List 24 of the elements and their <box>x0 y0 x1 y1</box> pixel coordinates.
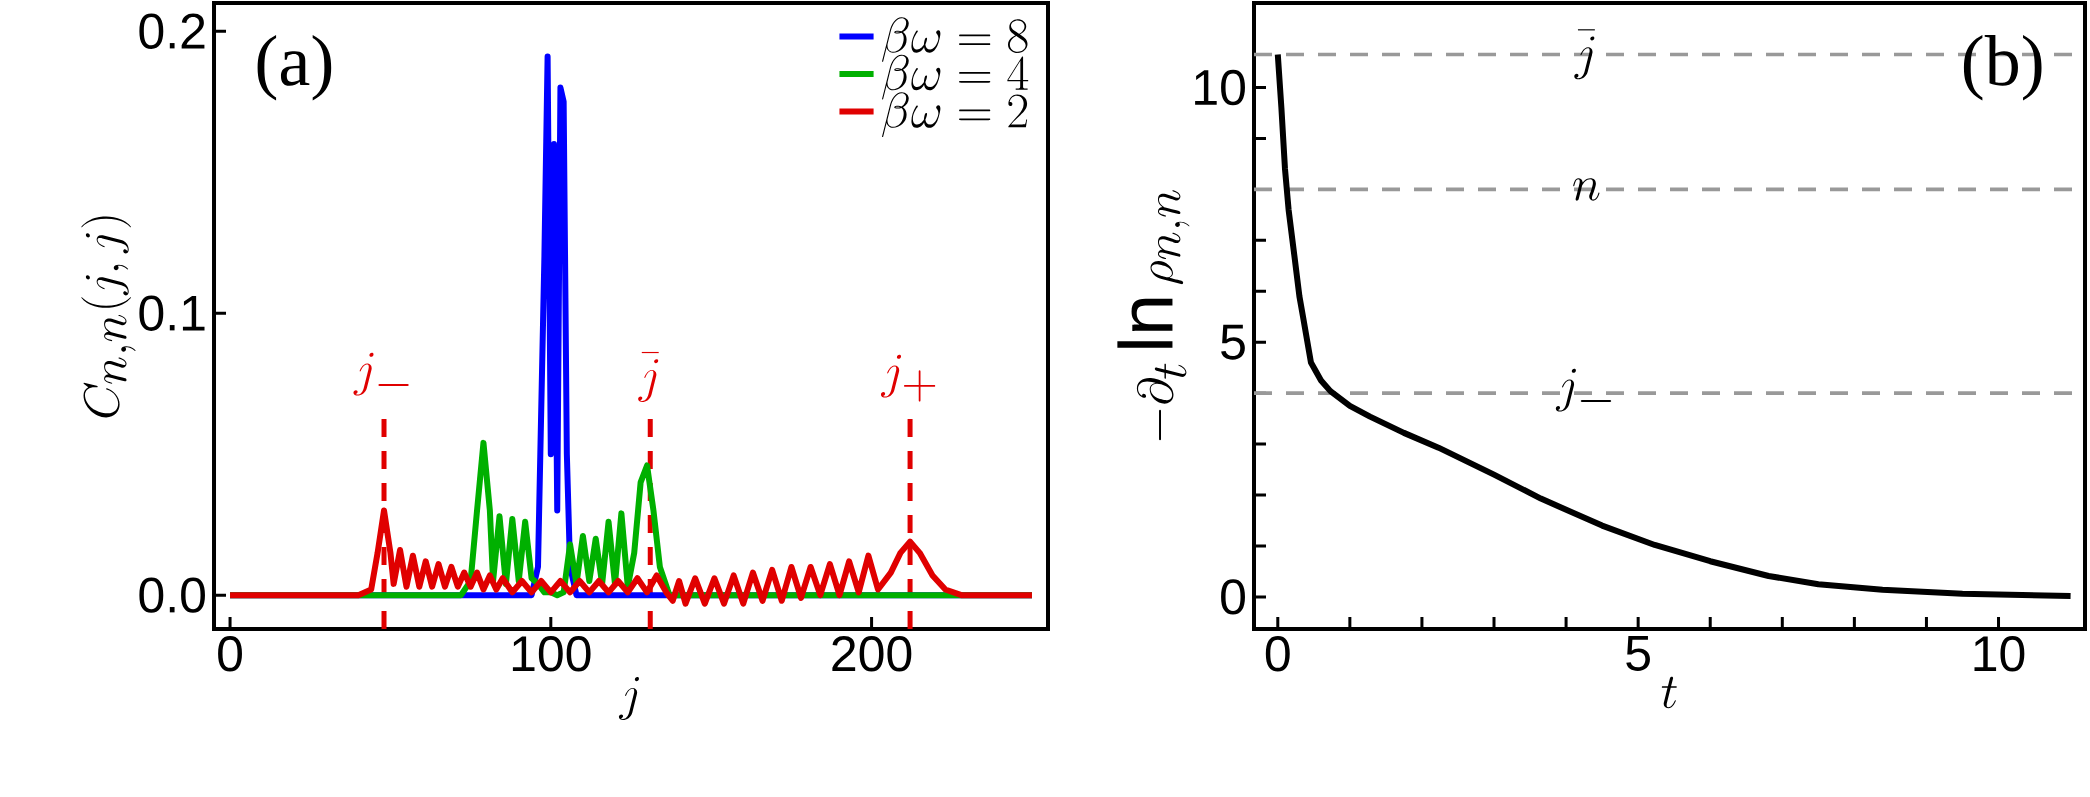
ref-line-label: $\bar{j}$ <box>1574 29 1595 80</box>
x-tick-label: 200 <box>832 636 912 672</box>
x-axis-title: $t$ <box>1661 676 1677 709</box>
y-tick-label: 5 <box>1221 324 1245 360</box>
x-tick-label: 0 <box>218 636 242 672</box>
y-tick-label: 0.0 <box>139 577 205 613</box>
y-tick-label: 10 <box>1195 69 1245 106</box>
y-tick-label: 0.1 <box>139 295 205 331</box>
ref-line-label: $n$ <box>1573 178 1600 201</box>
ref-line-label: $j_+$ <box>880 354 936 402</box>
ref-line-label: $j_-$ <box>1555 368 1612 412</box>
x-axis-title: $j$ <box>618 677 639 720</box>
y-axis-title: $C_{n,n}(j,j)$ <box>81 216 136 418</box>
x-tick-label: 5 <box>1626 636 1650 671</box>
ref-line-label: $j_-$ <box>353 352 409 396</box>
x-tick-label: 100 <box>512 636 591 672</box>
ref-line-label: $\bar{j}$ <box>638 351 659 402</box>
annotation: (a) <box>257 35 332 101</box>
y-tick-label: 0.2 <box>139 13 205 49</box>
x-tick-label: 0 <box>1265 636 1290 672</box>
y-axis-title: $-\partial_t \ln \rho_{n,n}$ <box>1117 190 1190 441</box>
y-tick-label: 0 <box>1221 579 1245 615</box>
x-tick-label: 10 <box>1974 636 2025 672</box>
annotation: (b) <box>1963 35 2042 101</box>
